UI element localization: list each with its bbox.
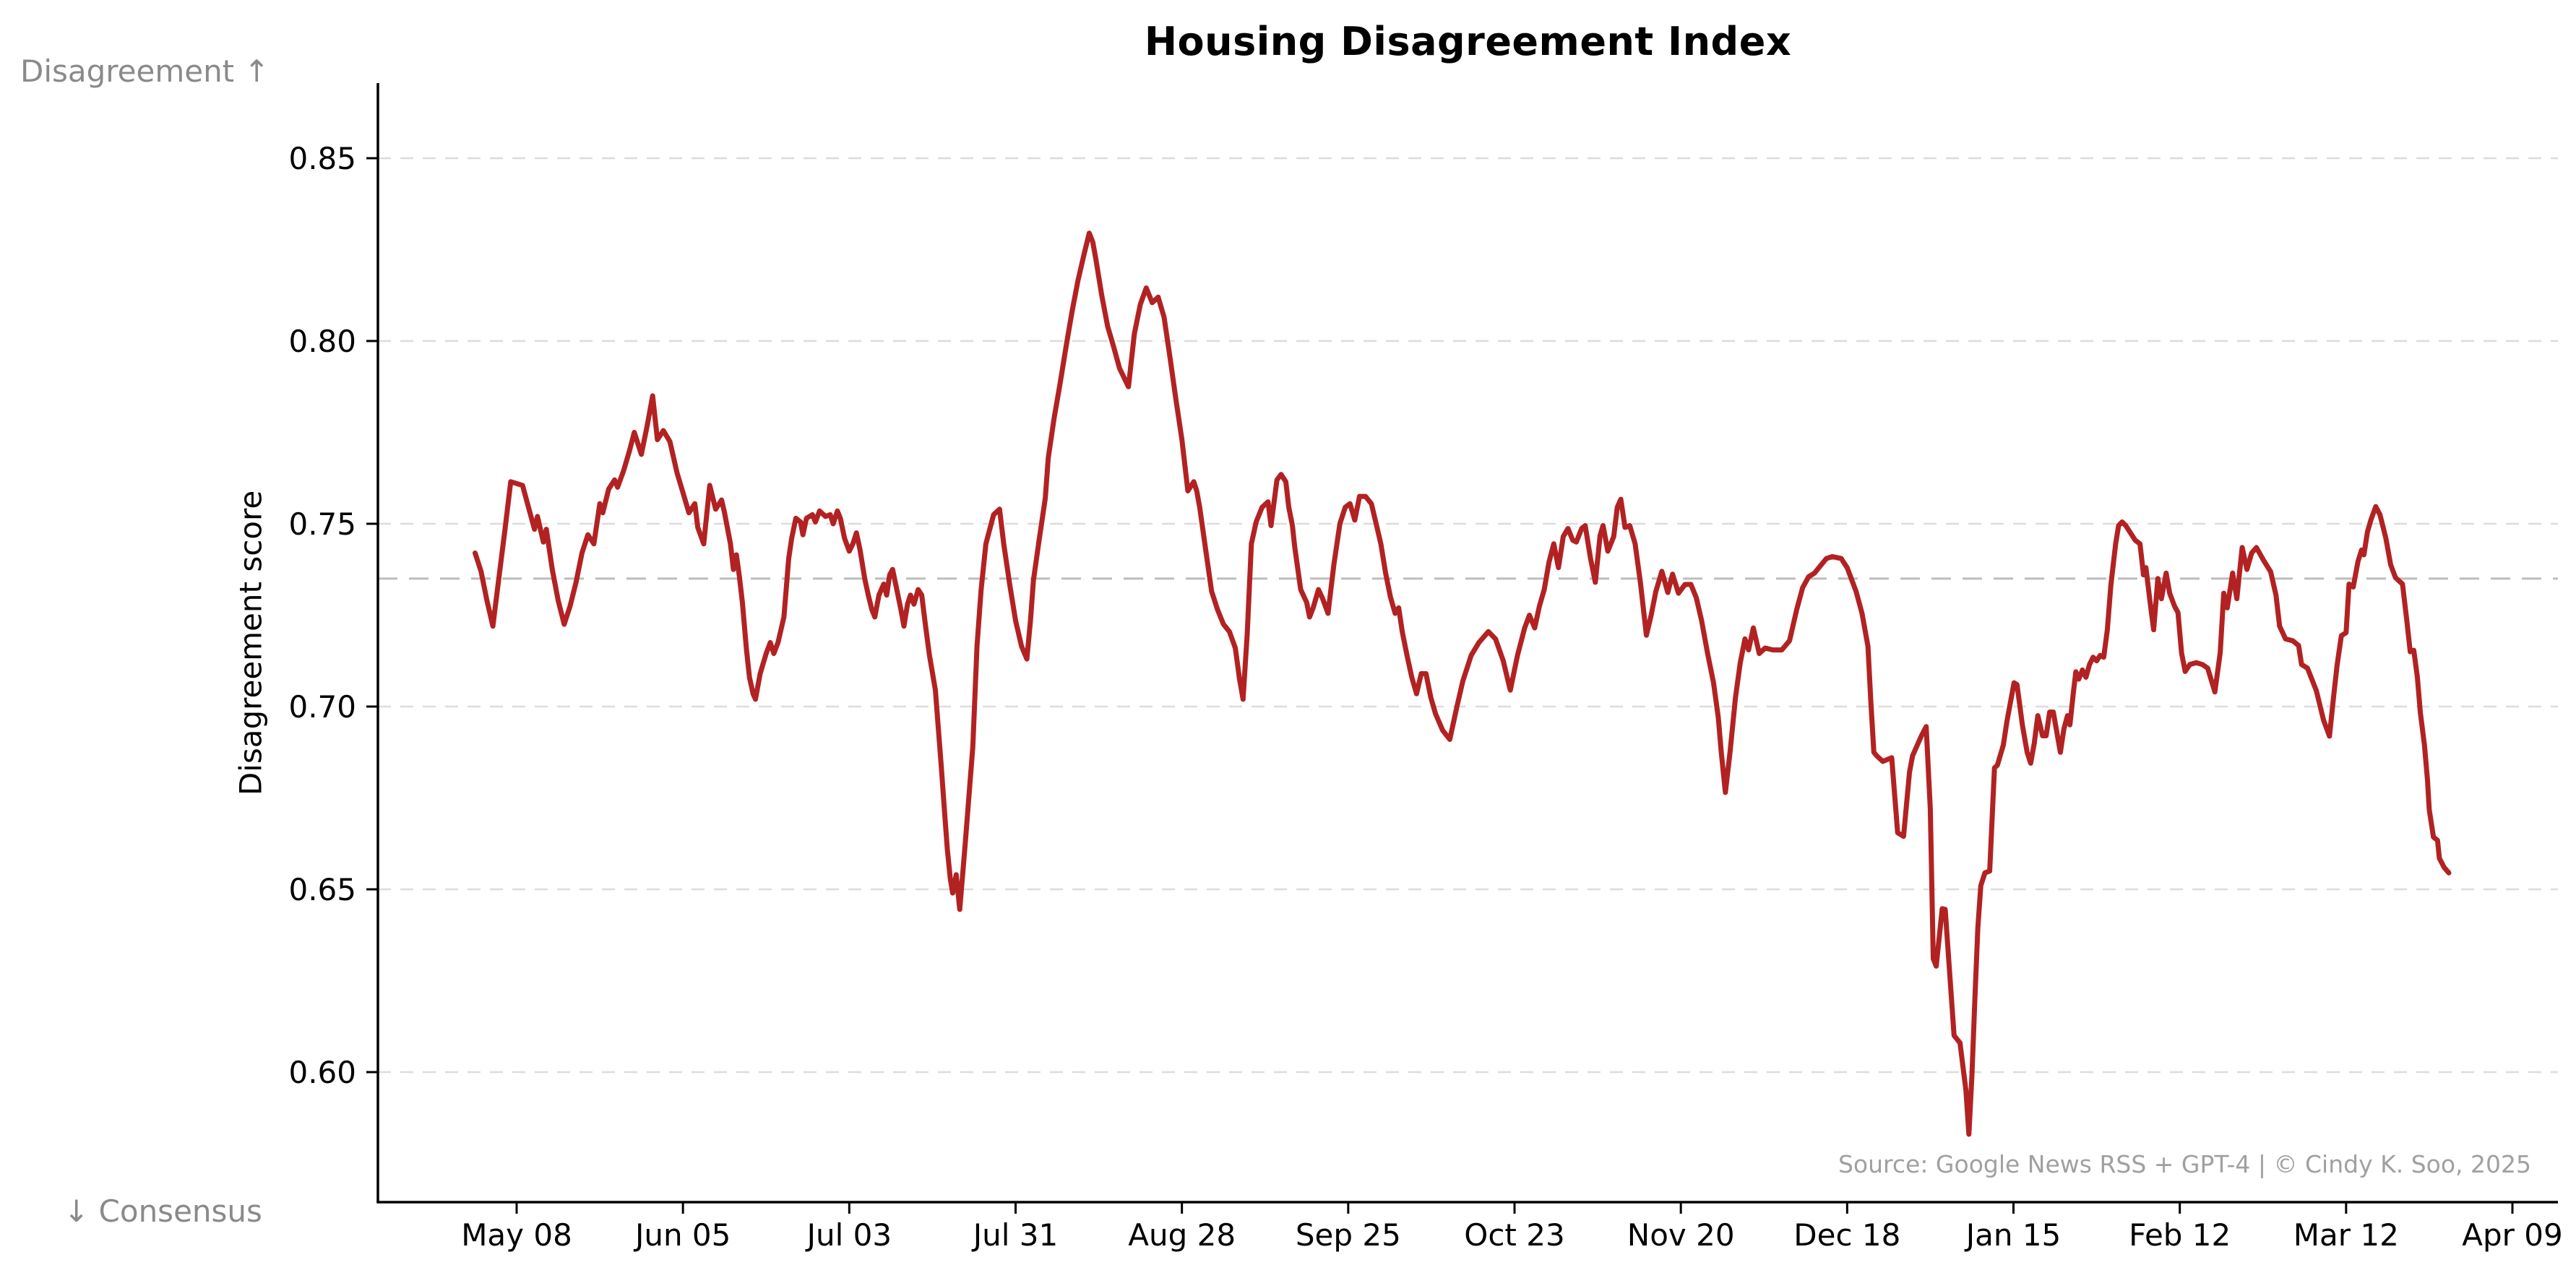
gridlines [378, 157, 2558, 1074]
consensus-direction-label: ↓ Consensus [64, 1193, 262, 1229]
y-axis-label: Disagreement score [233, 490, 269, 796]
y-tick-label: 0.65 [288, 872, 356, 907]
y-tick-label: 0.70 [288, 689, 356, 725]
x-tick-label: Oct 23 [1464, 1217, 1564, 1253]
chart-title: Housing Disagreement Index [1144, 19, 1792, 64]
x-tick-label: Nov 20 [1627, 1217, 1735, 1253]
x-tick-label: Jun 05 [633, 1217, 731, 1253]
x-tick-label: Jul 31 [971, 1217, 1058, 1253]
x-tick-label: Aug 28 [1128, 1217, 1236, 1253]
chart-title-wrap: Housing Disagreement Index [378, 19, 2558, 64]
series-group [473, 230, 2452, 1137]
x-tick-label: Jan 15 [1964, 1217, 2062, 1253]
x-tick-labels: May 08 Jun 05 Jul 03 Jul 31 Aug 28 Sep 25 Oct … [461, 1217, 2563, 1253]
x-tick-label: Jul 03 [805, 1217, 892, 1253]
y-tick-labels: 0.60 0.65 0.70 0.75 0.80 0.85 [288, 141, 356, 1090]
x-tick-label: May 08 [461, 1217, 572, 1253]
x-tick-label: Dec 18 [1793, 1217, 1900, 1253]
x-tick-label: Mar 12 [2293, 1217, 2399, 1253]
data-line [473, 230, 2452, 1137]
y-tick-label: 0.75 [288, 506, 356, 542]
source-credit: Source: Google News RSS + GPT-4 | © Cind… [1838, 1150, 2531, 1178]
x-tick-label: Feb 12 [2129, 1217, 2231, 1253]
axes [366, 83, 2558, 1214]
x-tick-label: Sep 25 [1296, 1217, 1401, 1253]
x-tick-label: Apr 09 [2462, 1217, 2562, 1253]
y-tick-label: 0.60 [288, 1055, 356, 1090]
disagreement-direction-label: Disagreement ↑ [20, 53, 270, 89]
y-tick-label: 0.80 [288, 324, 356, 359]
y-tick-label: 0.85 [288, 141, 356, 176]
